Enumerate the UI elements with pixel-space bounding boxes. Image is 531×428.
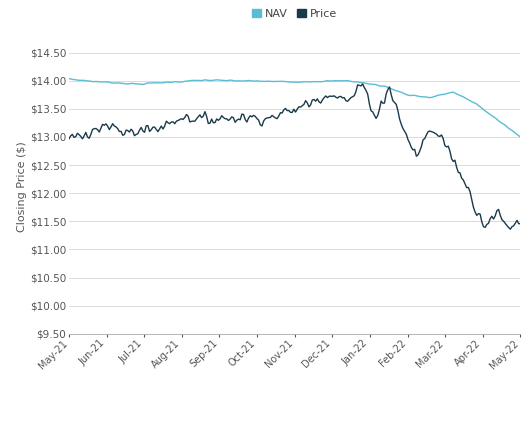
Y-axis label: Closing Price ($): Closing Price ($) [17,141,27,232]
Legend: NAV, Price: NAV, Price [252,9,338,19]
